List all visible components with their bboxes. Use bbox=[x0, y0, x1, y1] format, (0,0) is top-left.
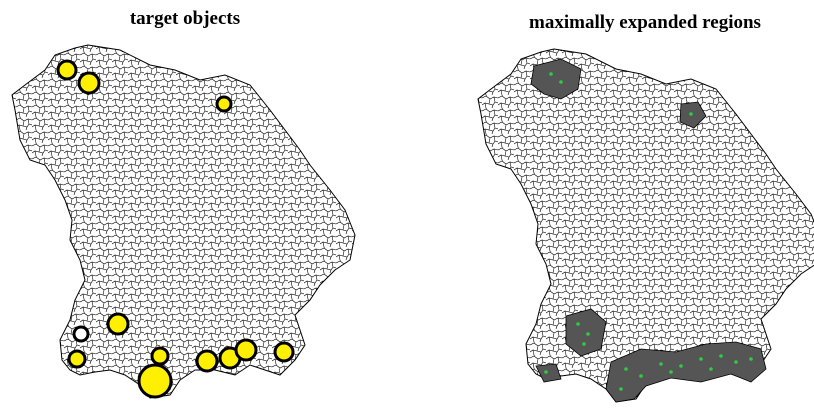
left-map bbox=[12, 45, 355, 398]
figure: target objects maximally expanded region… bbox=[0, 0, 814, 412]
panel-title: target objects bbox=[130, 8, 240, 29]
panel-title: maximally expanded regions bbox=[529, 12, 761, 33]
right-map bbox=[478, 49, 814, 402]
